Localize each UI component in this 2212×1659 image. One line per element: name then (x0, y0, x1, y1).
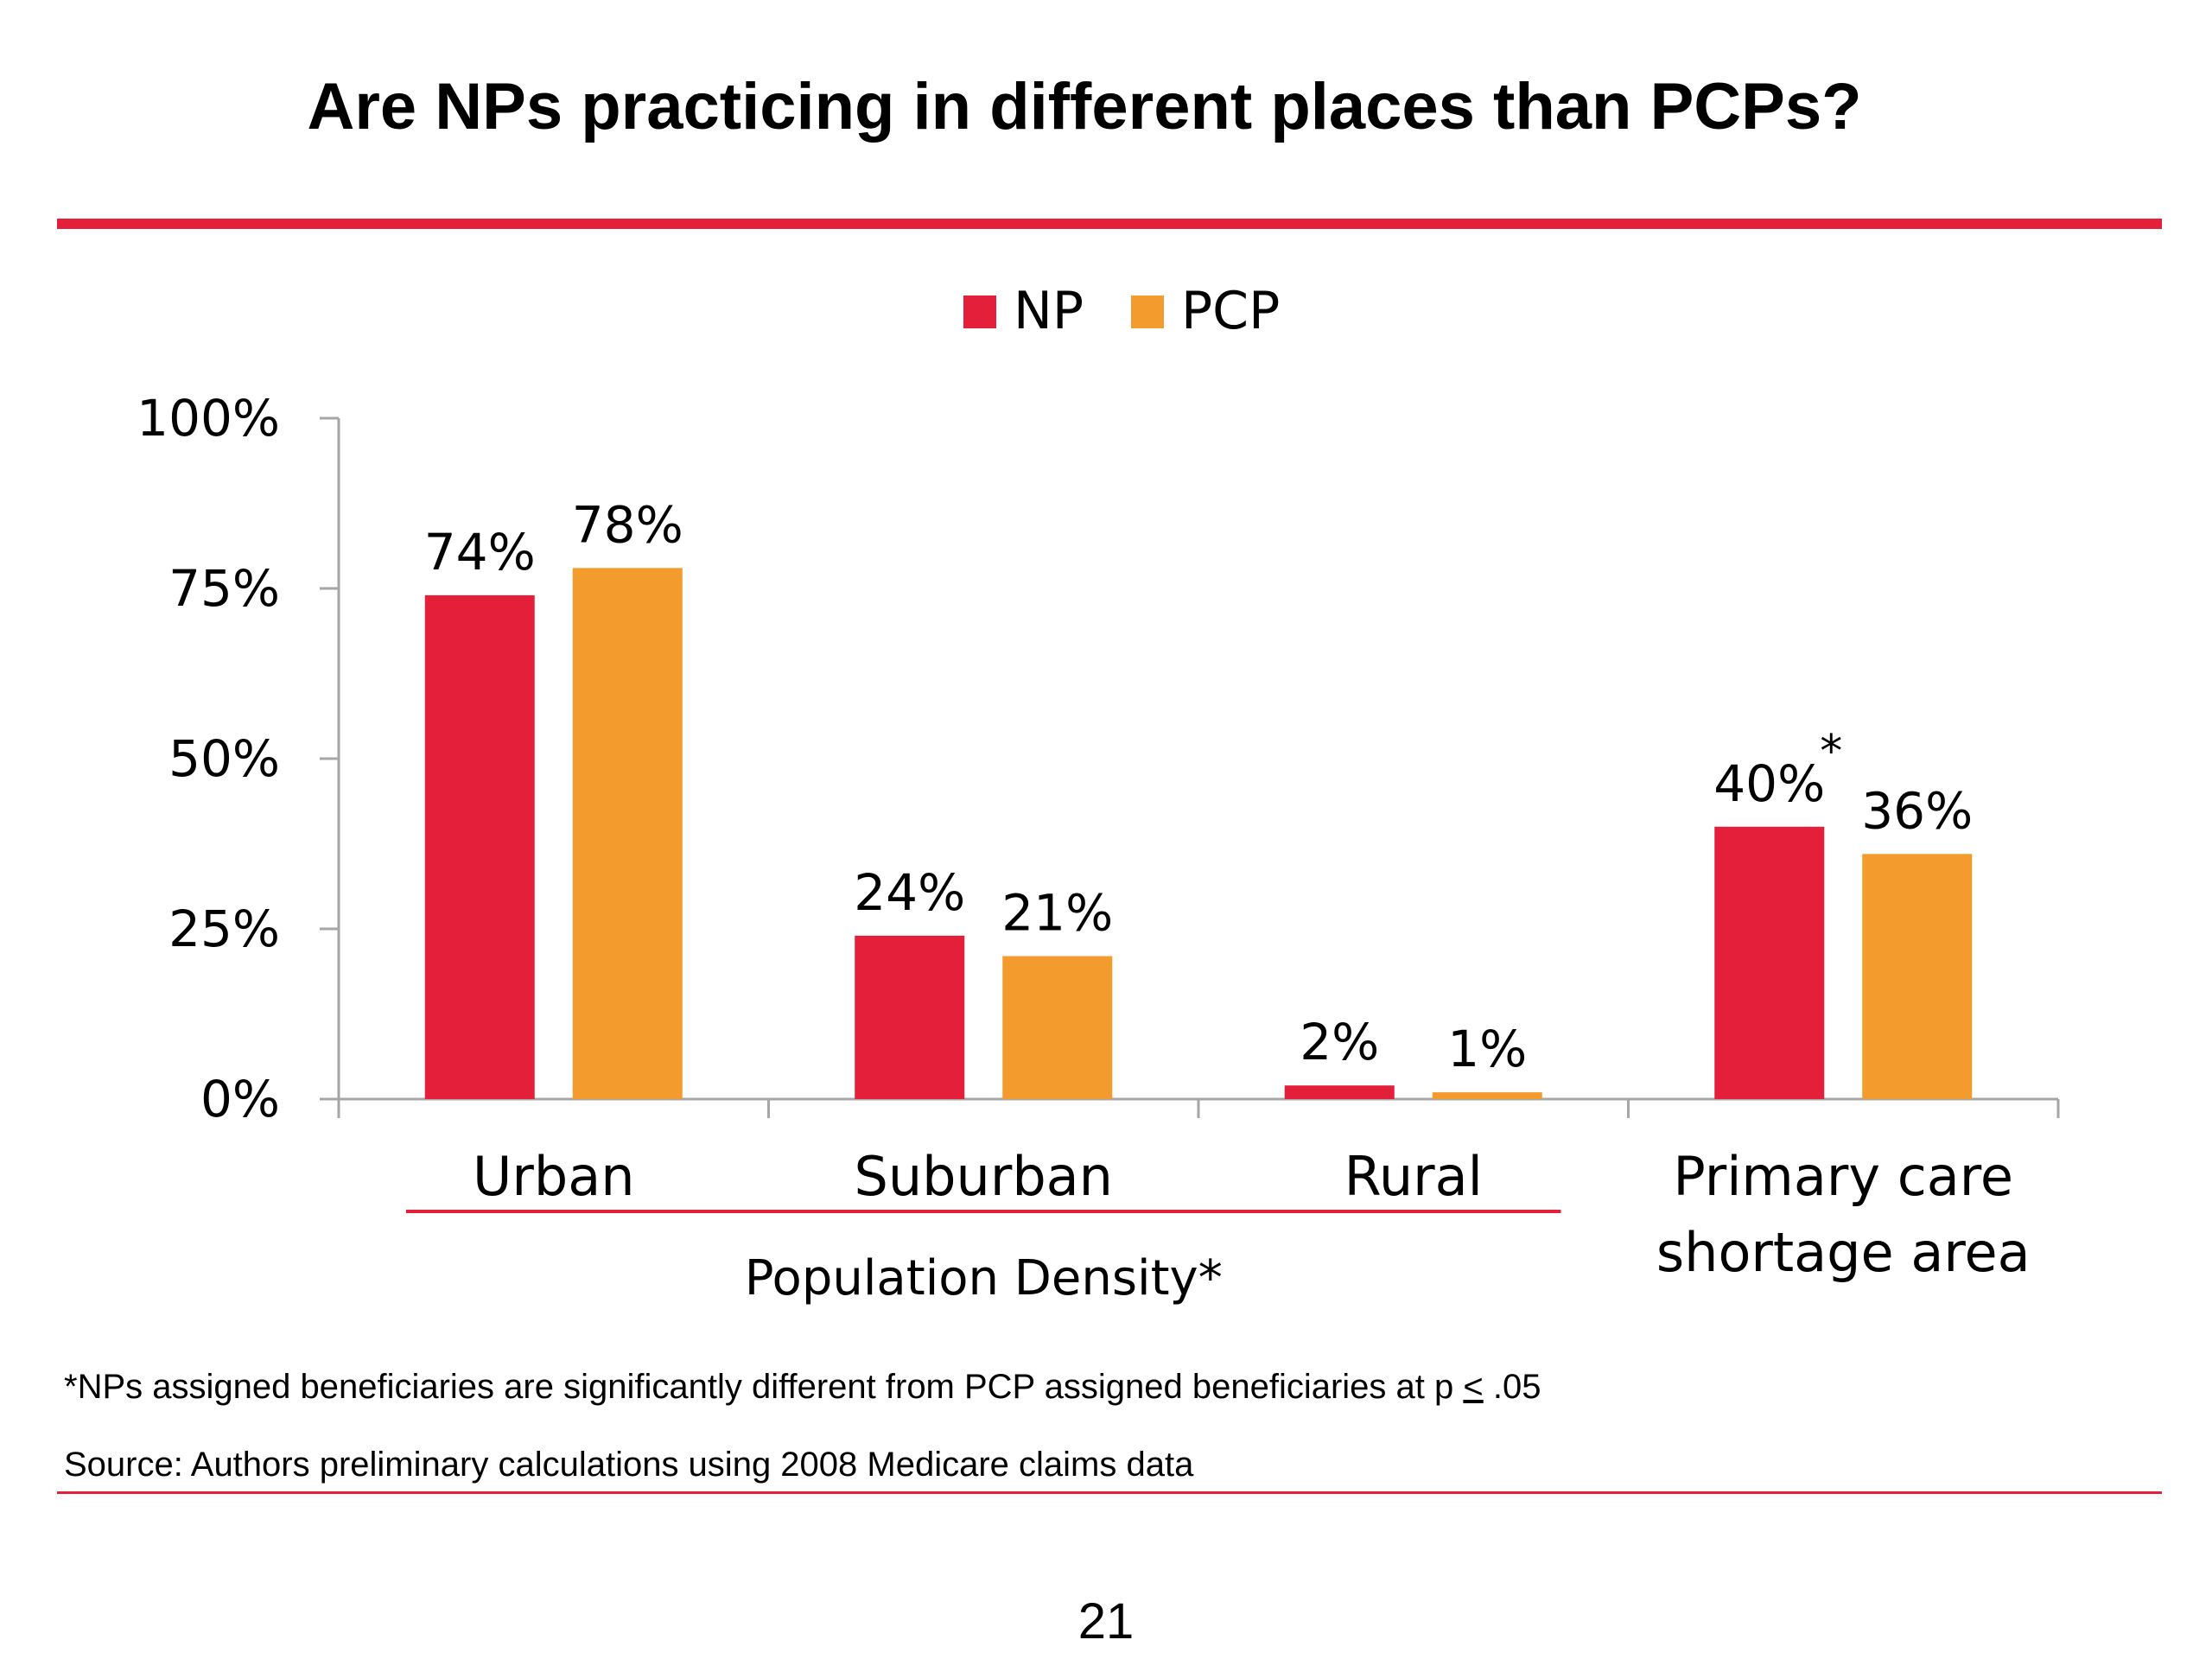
data-label-np-3: 40% (1713, 754, 1825, 813)
data-label-np-2: 2% (1300, 1013, 1379, 1071)
significance-footnote: *NPs assigned beneficiaries are signific… (64, 1368, 1541, 1407)
x-axis-labels: Urban Suburban Rural Primary care shortage a… (473, 1145, 2031, 1284)
bar-np-3 (1714, 826, 1825, 1099)
data-label-np-0: 74% (424, 523, 536, 582)
footer-divider (57, 1491, 2162, 1494)
y-tick-label: 25% (168, 899, 280, 958)
bar-chart: NP PCP 0% 25% 50% 75% 100% 74% 24% 2% 40% 78% 21% 1… (137, 281, 2060, 1306)
chart-bars: 74% 24% 2% 40% 78% 21% 1% 36% * (424, 495, 1973, 1099)
bar-np-2 (1284, 1085, 1395, 1099)
legend-label-np: NP (1014, 281, 1084, 341)
bar-pcp-2 (1432, 1092, 1542, 1099)
y-tick-label: 0% (200, 1070, 280, 1128)
data-label-pcp-0: 78% (572, 495, 683, 554)
chart-axes: 0% 25% 50% 75% 100% (137, 389, 2060, 1128)
data-label-pcp-3: 36% (1861, 781, 1973, 840)
x-category-label: shortage area (1656, 1221, 2031, 1284)
chart-legend: NP PCP (963, 281, 1280, 341)
footnote-value: .05 (1483, 1368, 1541, 1406)
y-tick-label: 75% (168, 559, 280, 618)
footnote-symbol: < (1463, 1368, 1484, 1406)
slide-title: Are NPs practicing in different places t… (307, 70, 1862, 143)
category-group: Population Density* (406, 1210, 1561, 1306)
legend-swatch-np (963, 296, 996, 328)
x-category-label: Primary care (1673, 1145, 2013, 1208)
bar-np-0 (424, 594, 535, 1099)
source-note: Source: Authors preliminary calculations… (64, 1446, 1194, 1484)
footnote-text: *NPs assigned beneficiaries are signific… (64, 1368, 1464, 1406)
bar-np-1 (855, 935, 965, 1099)
y-tick-label: 50% (168, 729, 280, 788)
bar-pcp-0 (572, 568, 683, 1099)
legend-swatch-pcp (1131, 296, 1164, 328)
group-label: Population Density* (745, 1250, 1223, 1306)
y-tick-label: 100% (137, 389, 280, 448)
x-category-label: Urban (473, 1145, 635, 1208)
page-number: 21 (1077, 1593, 1135, 1649)
title-divider (57, 219, 2162, 229)
legend-label-pcp: PCP (1181, 281, 1280, 341)
data-label-np-1: 24% (854, 863, 965, 922)
x-category-label: Rural (1344, 1145, 1483, 1208)
significance-asterisk: * (1820, 726, 1842, 778)
data-label-pcp-2: 1% (1447, 1020, 1527, 1078)
bar-pcp-3 (1862, 854, 1973, 1099)
data-label-pcp-1: 21% (1001, 884, 1113, 943)
bar-pcp-1 (1002, 956, 1113, 1099)
x-category-label: Suburban (855, 1145, 1113, 1208)
